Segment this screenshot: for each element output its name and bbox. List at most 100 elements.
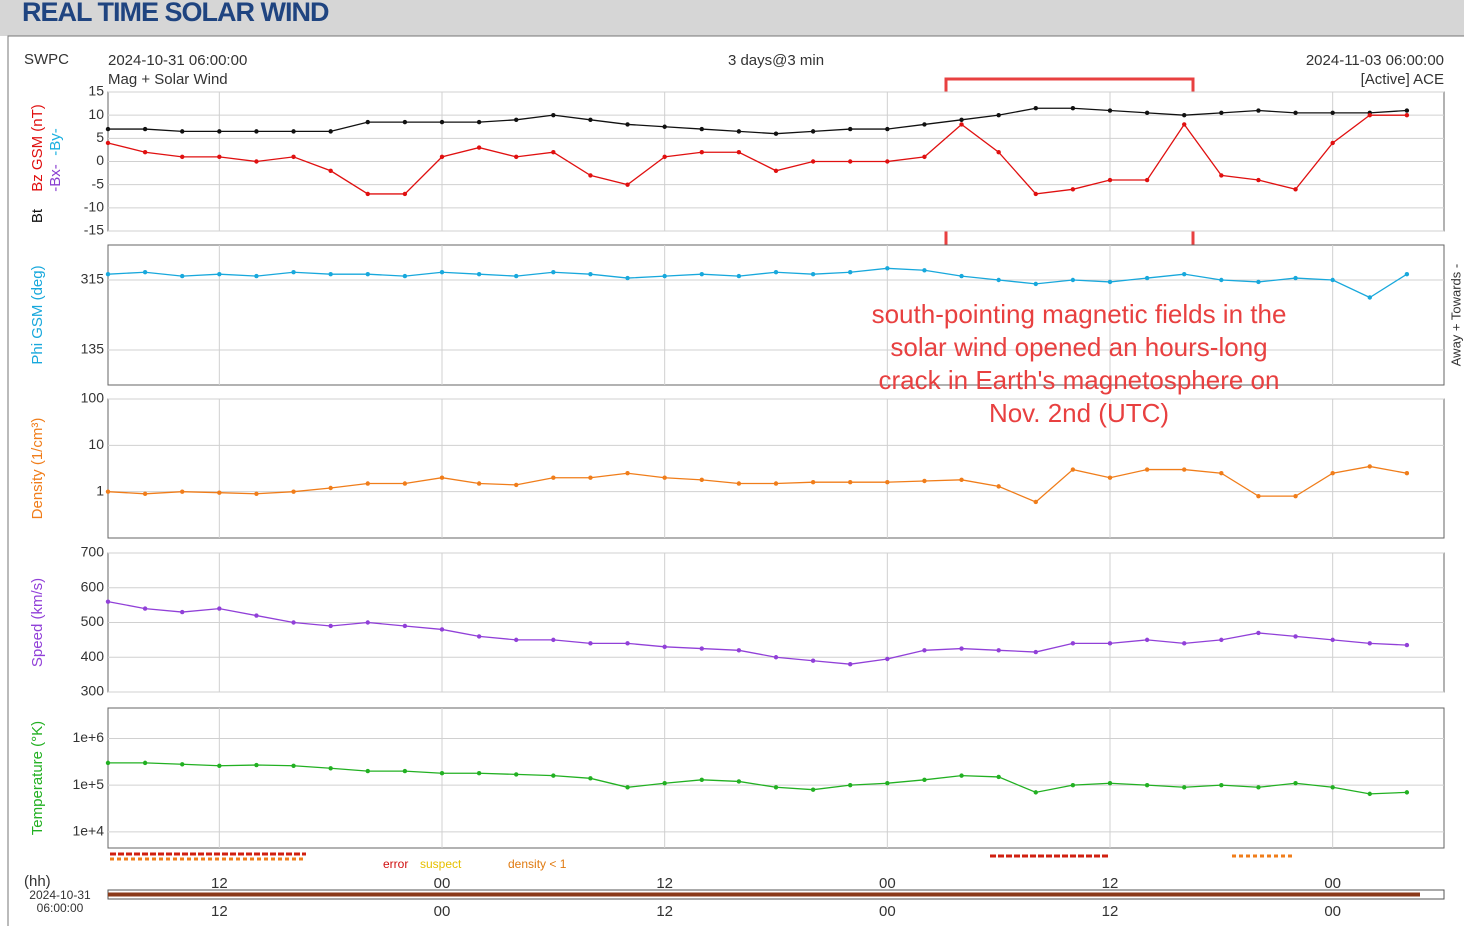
data-point (142, 126, 148, 132)
data-point (959, 273, 964, 279)
data-point (328, 485, 333, 491)
data-point (996, 112, 1001, 118)
data-point (922, 777, 927, 783)
data-point (588, 271, 593, 277)
data-point (1293, 634, 1298, 639)
data-point (1070, 277, 1076, 283)
data-point (551, 270, 556, 275)
data-point (254, 762, 259, 768)
data-point (328, 766, 333, 771)
data-point (922, 122, 927, 127)
data-point (810, 159, 816, 164)
data-point (848, 782, 853, 788)
y-tick-label: 300 (81, 683, 105, 699)
data-point (291, 270, 296, 275)
y-tick-label: 5 (96, 129, 104, 145)
data-point (736, 273, 742, 279)
data-point (1404, 271, 1410, 277)
data-point (1219, 782, 1224, 788)
y-tick-label: 315 (81, 271, 105, 287)
x-tick-label: 12 (656, 903, 673, 920)
data-point (402, 119, 408, 125)
data-point (1182, 785, 1187, 790)
data-point (254, 273, 259, 279)
data-point (848, 270, 853, 275)
flag-error: error (383, 857, 408, 871)
data-point (1144, 637, 1150, 643)
data-point (773, 481, 779, 486)
data-point (328, 623, 333, 629)
data-point (439, 475, 445, 480)
flag-suspect: suspect (420, 857, 462, 871)
x-tick-label: 12 (211, 903, 228, 920)
data-point (959, 773, 964, 778)
data-point (1182, 122, 1187, 127)
end-time: 2024-11-03 06:00:00 (1306, 52, 1444, 69)
data-point (959, 122, 964, 127)
data-point (105, 271, 111, 277)
data-point (551, 773, 556, 778)
y-axis-label: Phi GSM (deg) (29, 265, 46, 364)
data-point (180, 129, 185, 134)
data-point (699, 477, 704, 483)
data-point (1144, 275, 1150, 281)
data-point (1404, 790, 1410, 795)
y-tick-label: -10 (84, 199, 104, 215)
data-point (736, 481, 742, 486)
data-point (736, 129, 742, 134)
data-point (514, 637, 519, 643)
data-point (1293, 110, 1298, 116)
data-point (551, 475, 556, 480)
data-point (1144, 782, 1150, 788)
header-band (0, 0, 1464, 36)
flag-strip (110, 852, 1294, 861)
data-point (848, 159, 853, 164)
data-point (1293, 187, 1298, 192)
y-tick-label: 1e+5 (72, 776, 104, 792)
data-point (180, 273, 185, 279)
y-tick-label: 10 (88, 106, 104, 122)
data-point (254, 159, 259, 164)
y-tick-label: 400 (81, 648, 105, 664)
data-point (1256, 630, 1261, 636)
data-point (254, 129, 259, 134)
data-point (217, 154, 222, 160)
data-point (1367, 791, 1372, 797)
data-point (588, 173, 593, 178)
data-point (1070, 467, 1076, 472)
data-point (1033, 790, 1038, 795)
data-point (625, 275, 630, 281)
data-point (105, 126, 111, 132)
data-point (1070, 641, 1076, 646)
data-point (291, 763, 296, 768)
data-point (514, 154, 519, 160)
data-point (699, 126, 704, 132)
data-point (625, 641, 630, 646)
data-point (848, 126, 853, 132)
footer-time: 06:00:00 (37, 901, 84, 915)
data-point (142, 270, 148, 275)
data-point (476, 481, 482, 486)
data-point (180, 489, 185, 494)
data-point (1256, 279, 1261, 285)
x-tick-label: 00 (1324, 875, 1341, 892)
data-point (996, 774, 1001, 780)
data-point (1144, 177, 1150, 183)
data-point (662, 154, 667, 160)
annotation: south-pointing magnetic fields in the (872, 299, 1287, 329)
y-axis-label: Speed (km/s) (29, 578, 46, 667)
data-point (1033, 281, 1038, 287)
data-point (1367, 641, 1372, 646)
data-point (514, 117, 519, 123)
series-line (107, 114, 1407, 195)
data-point (1107, 475, 1113, 480)
data-point (996, 150, 1001, 155)
data-point (848, 480, 853, 485)
data-point (514, 772, 519, 777)
data-point (551, 112, 556, 118)
data-point (1182, 112, 1187, 118)
data-point (365, 119, 370, 125)
annotation: solar wind opened an hours-long (890, 332, 1267, 362)
y-tick-label: 700 (81, 544, 105, 560)
data-point (328, 271, 333, 277)
